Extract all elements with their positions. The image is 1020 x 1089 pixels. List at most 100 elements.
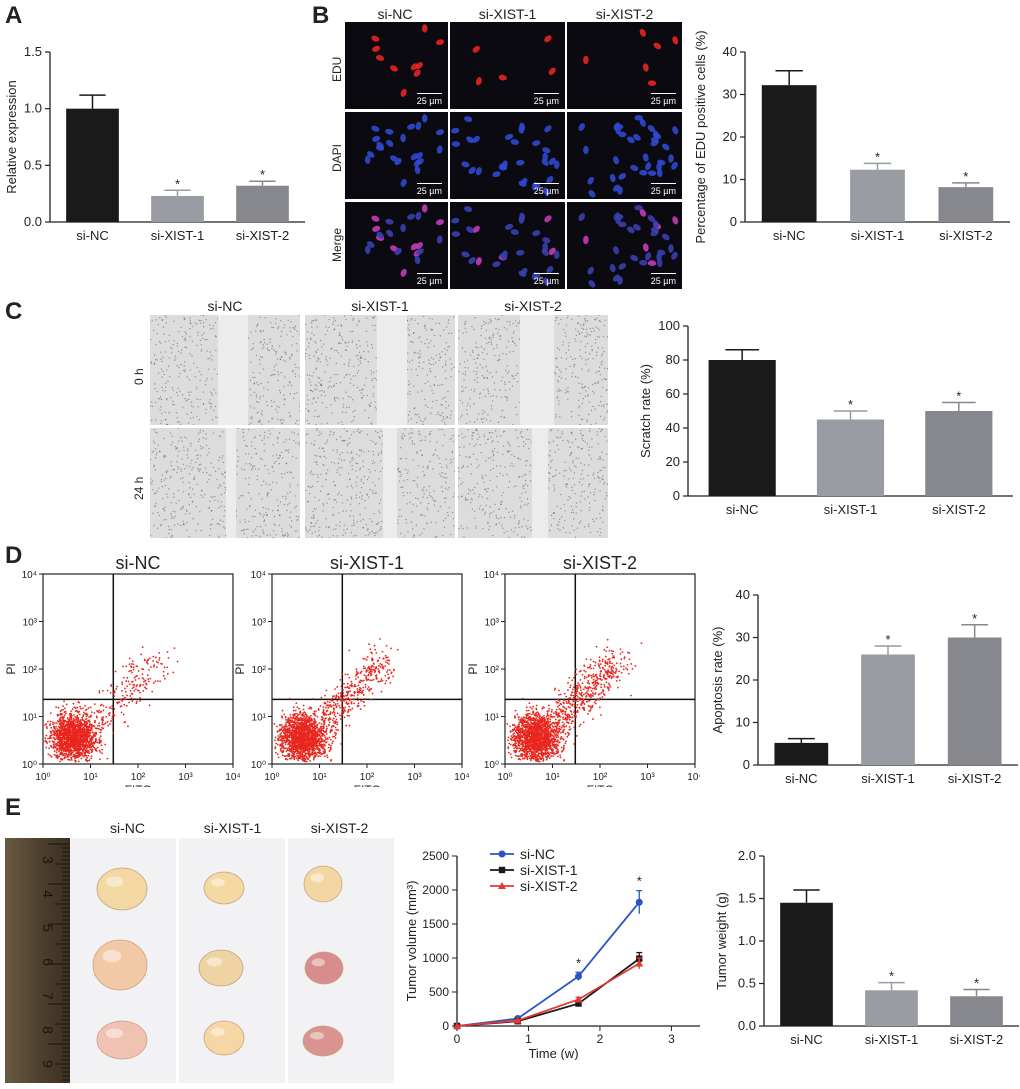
cell-speck: [606, 410, 608, 412]
event-dot: [72, 722, 75, 725]
cell-speck: [268, 349, 271, 352]
cell-speck: [314, 525, 316, 527]
cell-speck: [412, 341, 414, 344]
cell-speck: [259, 372, 261, 374]
cell-speck: [591, 345, 593, 348]
cell-speck: [478, 413, 480, 415]
cell-speck: [606, 403, 608, 405]
cell-speck: [332, 535, 335, 537]
cell-speck: [329, 376, 332, 379]
cell-speck: [490, 343, 493, 345]
event-dot: [160, 662, 163, 665]
cell-speck: [603, 324, 606, 327]
cell-speck: [461, 495, 463, 497]
nucleus: [548, 67, 556, 75]
cell-speck: [441, 466, 443, 469]
cell-speck: [439, 356, 441, 359]
cell-speck: [168, 488, 170, 490]
cell-speck: [495, 344, 498, 346]
cell-speck: [263, 346, 265, 348]
nucleus: [376, 231, 384, 239]
y-axis-title: Relative expression: [4, 80, 19, 193]
cell-speck: [458, 471, 460, 473]
cell-speck: [512, 332, 515, 334]
cell-speck: [599, 374, 602, 376]
cell-speck: [459, 363, 461, 365]
cell-speck: [578, 333, 581, 336]
event-dot: [98, 689, 101, 692]
cell-speck: [167, 380, 169, 383]
cell-speck: [374, 443, 377, 445]
cell-speck: [213, 389, 215, 391]
cell-speck: [403, 435, 406, 437]
cell-speck: [506, 328, 508, 330]
nucleus: [492, 171, 501, 178]
cell-speck: [358, 449, 361, 451]
cell-speck: [437, 411, 439, 414]
cell-speck: [492, 336, 494, 339]
cell-speck: [277, 371, 279, 373]
cell-speck: [461, 414, 463, 416]
cell-speck: [431, 407, 433, 409]
cell-speck: [599, 457, 601, 459]
cell-speck: [486, 491, 488, 493]
cell-speck: [550, 466, 552, 469]
y-tick-label: 100: [658, 318, 680, 333]
cell-speck: [186, 399, 188, 401]
cell-speck: [589, 483, 591, 485]
cell-speck: [365, 330, 368, 333]
event-dot: [162, 670, 165, 673]
cell-speck: [373, 461, 376, 464]
cell-speck: [412, 528, 414, 530]
cell-speck: [319, 526, 321, 528]
cell-speck: [513, 455, 516, 458]
event-dot: [81, 727, 84, 730]
cell-speck: [189, 335, 191, 338]
event-dot: [64, 754, 66, 757]
cell-speck: [329, 431, 332, 433]
cell-speck: [485, 419, 488, 421]
cell-speck: [160, 368, 163, 370]
cell-speck: [585, 315, 587, 316]
cell-speck: [551, 459, 553, 461]
cell-speck: [408, 324, 410, 326]
cell-speck: [438, 322, 441, 325]
cell-speck: [247, 337, 250, 339]
cell-speck: [602, 347, 604, 349]
cell-speck: [578, 481, 581, 483]
cell-speck: [295, 442, 297, 444]
event-dot: [324, 736, 327, 739]
cell-speck: [306, 331, 309, 333]
event-dot: [120, 698, 123, 701]
cell-speck: [363, 475, 366, 478]
event-dot: [98, 738, 100, 741]
cell-speck: [314, 351, 317, 353]
cell-speck: [289, 471, 291, 473]
cell-speck: [288, 411, 290, 414]
cell-speck: [408, 329, 411, 331]
cell-speck: [320, 384, 323, 386]
event-dot: [64, 725, 66, 727]
cell-speck: [204, 412, 207, 414]
cell-speck: [471, 508, 474, 511]
cell-speck: [350, 378, 352, 380]
cell-speck: [208, 534, 211, 537]
cell-speck: [353, 524, 355, 526]
cell-speck: [481, 496, 484, 498]
event-dot: [98, 737, 101, 739]
event-dot: [90, 749, 93, 752]
cell-speck: [523, 474, 525, 476]
event-dot: [49, 734, 52, 737]
event-dot: [77, 701, 79, 703]
nucleus: [613, 246, 620, 255]
cell-speck: [339, 453, 341, 456]
cell-speck: [186, 448, 189, 450]
cell-speck: [601, 360, 604, 363]
cell-speck: [160, 358, 162, 360]
event-dot: [58, 741, 61, 743]
event-dot: [139, 696, 142, 699]
cell-speck: [330, 403, 332, 406]
cell-speck: [417, 391, 419, 393]
cell-speck: [466, 527, 468, 529]
cell-speck: [462, 527, 464, 530]
